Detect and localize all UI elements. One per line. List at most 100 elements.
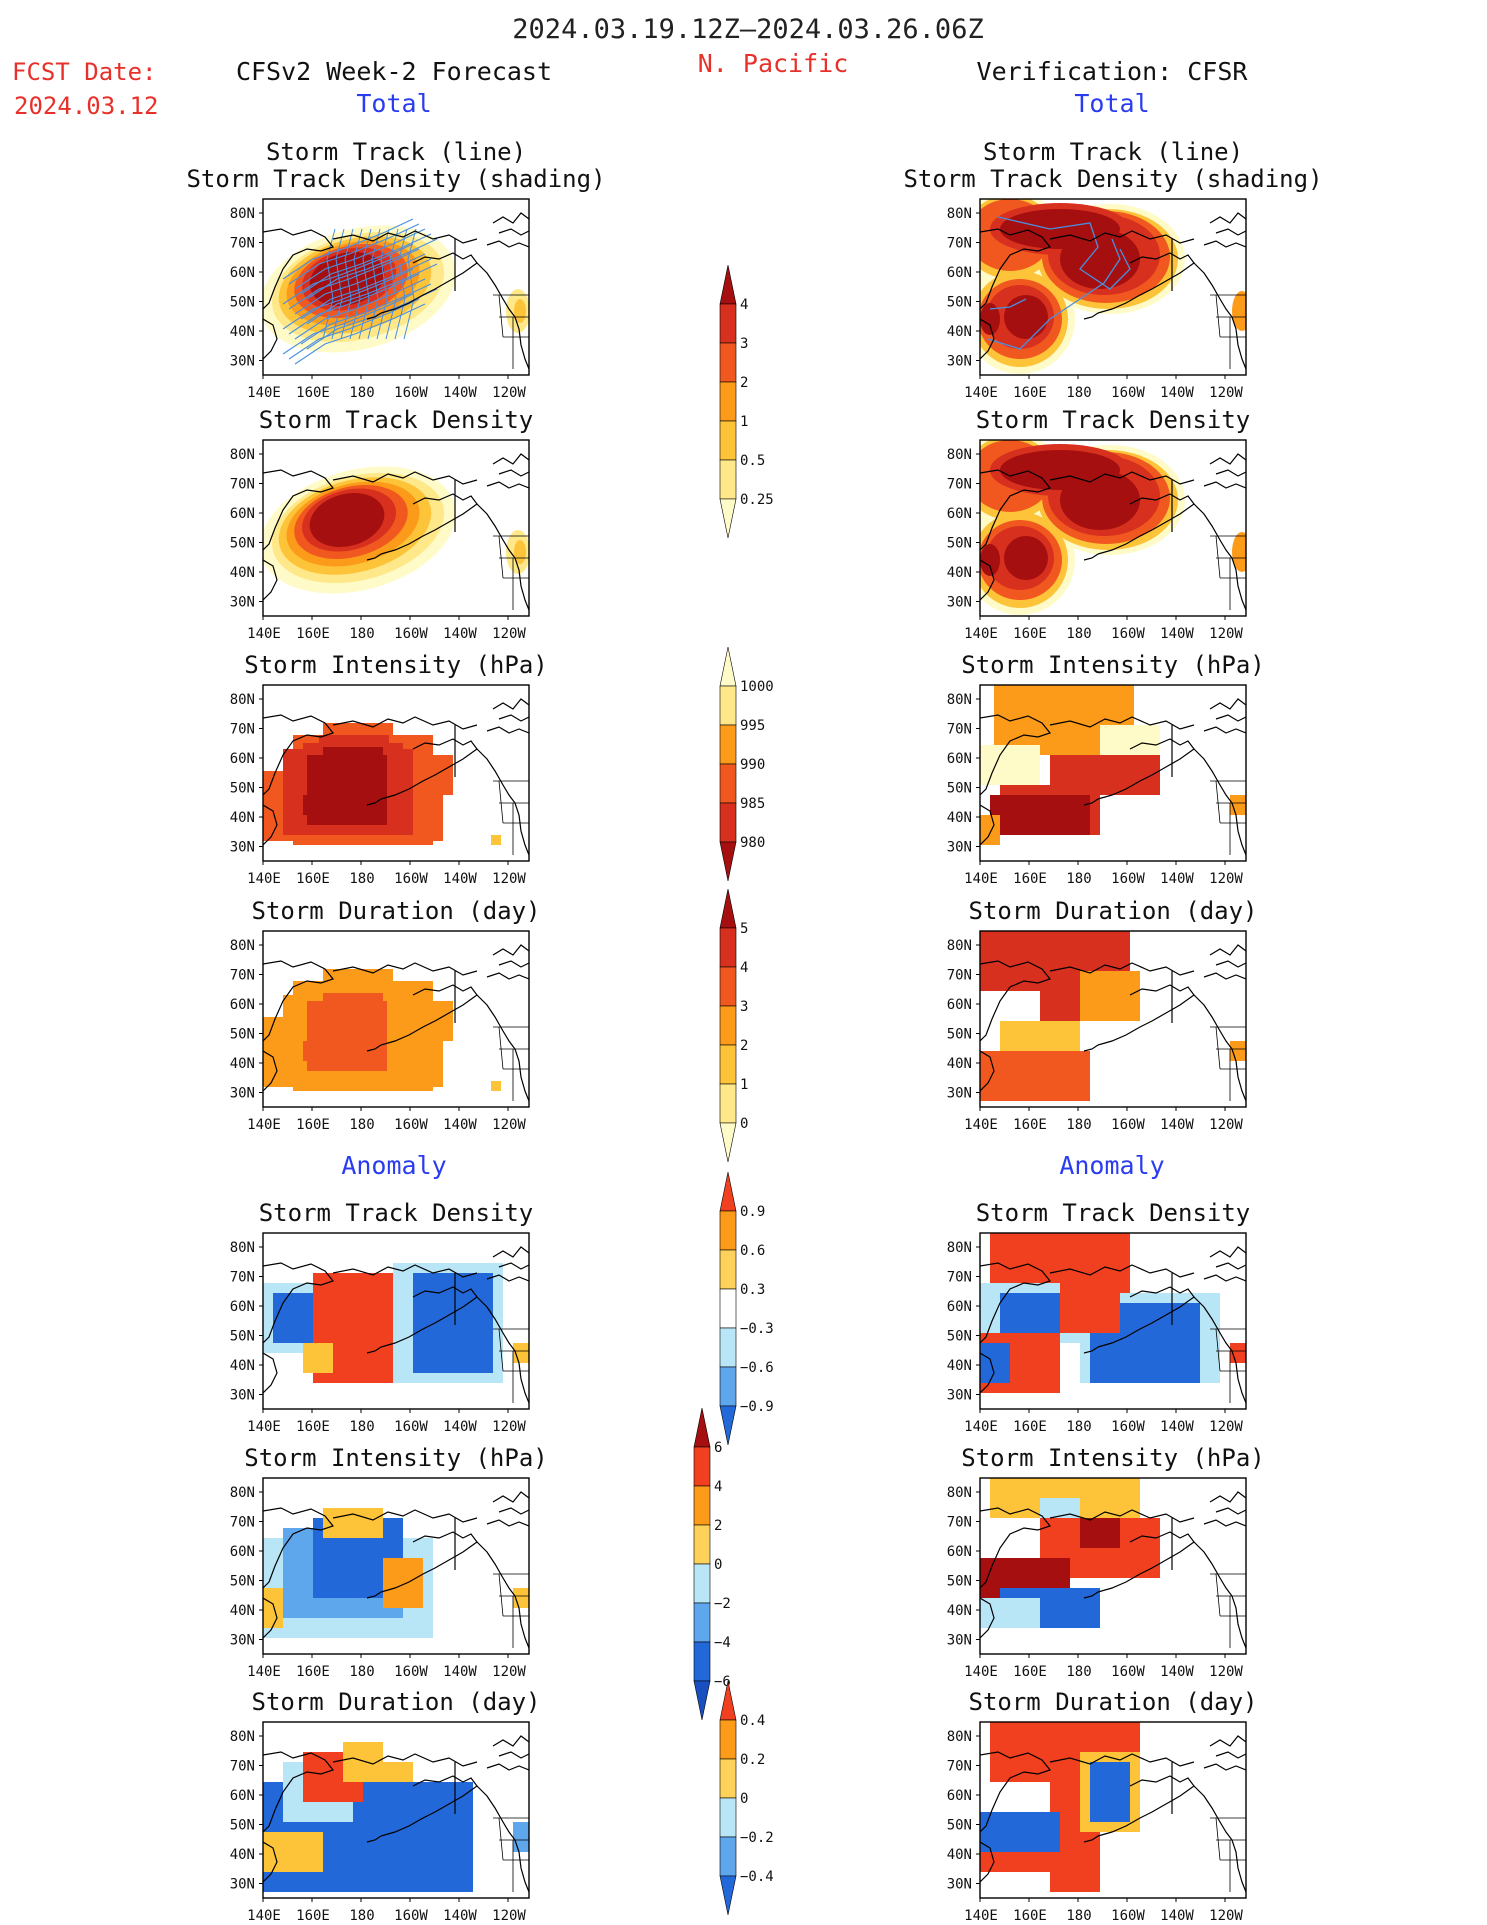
lon-label: 140E [247,1117,281,1133]
lon-label: 140E [964,1419,998,1435]
panel-title: Storm Duration (day) [969,1688,1258,1716]
storm-track [403,228,417,340]
arctic-islands [1203,453,1246,489]
canada-coast [1193,748,1246,856]
lon-label: 160W [1111,385,1145,401]
shade-block [980,1051,1090,1101]
lon-label: 140W [443,1117,477,1133]
lon-label: 160E [296,385,330,401]
lon-label: 140W [1160,385,1194,401]
asia-coast [263,469,335,551]
state-lines [493,535,529,610]
shading-layer [980,199,1246,374]
lat-label: 40N [230,1603,255,1619]
lon-label: 140E [247,1419,281,1435]
lon-label: 180 [1066,871,1091,887]
state-lines [493,1026,529,1101]
panel-title: Storm Track (line) [983,138,1243,166]
lon-label: 140W [1160,871,1194,887]
lat-label: 30N [947,1086,972,1102]
shading-layer [980,1722,1140,1892]
japan-coast [263,1352,278,1394]
lon-label: 140E [247,385,281,401]
shade-block [491,1081,501,1091]
lat-label: 50N [947,536,972,552]
lon-label: 180 [1066,1117,1091,1133]
lat-label: 30N [947,595,972,611]
lon-label: 120W [492,1664,526,1680]
panel-title: Storm Track Density [259,406,534,434]
lat-label: 70N [947,477,972,493]
lat-label: 60N [947,751,972,767]
state-lines [493,1573,529,1648]
lat-label: 60N [230,1544,255,1560]
lon-label: 140W [1160,1664,1194,1680]
lat-label: 60N [230,997,255,1013]
storm-track [282,293,414,355]
lon-label: 140W [1160,1908,1194,1924]
arctic-coast [1049,1753,1195,1767]
left-total-label: Total [356,89,431,118]
asia-coast [980,1262,1052,1344]
shade-block [980,815,1000,845]
lon-label: 160E [296,626,330,642]
alaska-coast [1097,984,1195,1046]
lon-label: 160W [1111,1117,1145,1133]
storm-track [340,228,354,340]
lat-label: 30N [230,840,255,856]
arctic-islands [486,453,529,489]
lat-label: 80N [230,938,255,954]
lon-label: 140E [247,1908,281,1924]
lat-label: 70N [947,1515,972,1531]
arctic-coast [332,1753,478,1767]
shade-block [263,1588,283,1628]
lon-label: 120W [1209,626,1243,642]
aleutians [366,798,382,806]
colorbar-label: 4 [714,1479,722,1495]
japan-coast [263,559,278,601]
colorbar-label: 0.2 [740,1752,765,1768]
verification-map-3: 80N 70N 60N 50N 40N 30N 140E 160E 180 160W 140W 120… [947,930,1247,1133]
coastline-layer [263,944,529,1102]
lat-label: 80N [947,447,972,463]
colorbar-duration: 5 4 3 2 1 0 [719,888,748,1163]
shade-block [1040,1498,1080,1518]
colorbar-label: −2 [714,1596,731,1612]
asia-coast [980,960,1052,1042]
lon-label: 160E [1013,626,1047,642]
storm-track [989,298,1027,310]
lon-label: 140W [1160,1117,1194,1133]
coastline-layer [980,944,1246,1102]
lat-label: 60N [230,1299,255,1315]
storm-track [294,303,426,365]
arctic-coast [1049,471,1195,485]
lat-label: 30N [947,1633,972,1649]
colorbar-label: 980 [740,835,765,851]
lon-label: 160E [1013,871,1047,887]
forecast-map-5: 80N 70N 60N 50N 40N 30N 140E 160E 180 160W 140W 120… [230,1477,530,1680]
asia-coast [980,228,1052,310]
aleutians [366,1346,382,1354]
japan-coast [263,1597,278,1639]
arctic-islands [1203,698,1246,734]
lat-label: 70N [947,1759,972,1775]
lat-label: 70N [230,722,255,738]
map-border [262,684,530,862]
storm-track [331,228,345,340]
arctic-coast [1049,1264,1195,1278]
shade-block [383,1762,413,1782]
alaska-coast [380,1286,478,1348]
period-title: 2024.03.19.12Z–2024.03.26.06Z [512,14,983,45]
lat-label: 70N [947,236,972,252]
lat-label: 50N [947,1329,972,1345]
panel-title: Storm Track Density (shading) [903,165,1322,193]
asia-coast [263,1262,335,1344]
panel-title: Storm Track Density [976,406,1251,434]
lon-label: 120W [492,1117,526,1133]
lat-label: 30N [947,840,972,856]
colorbar-arrow-top [719,646,737,687]
lon-label: 180 [1066,385,1091,401]
lon-label: 120W [1209,1908,1243,1924]
colorbar-swatch [719,459,737,500]
panel-title: Storm Track (line) [266,138,526,166]
